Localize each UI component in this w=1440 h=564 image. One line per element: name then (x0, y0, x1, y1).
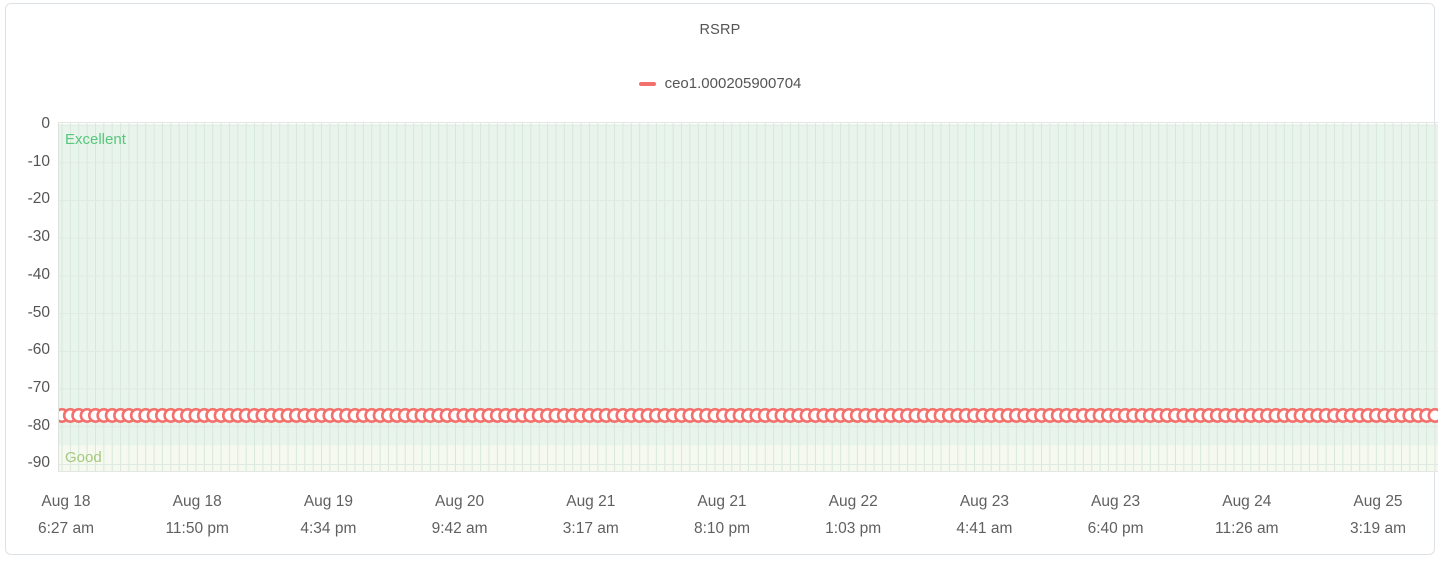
x-tick-label: Aug 18 11:50 pm (165, 488, 228, 542)
x-tick-label: Aug 19 4:34 pm (300, 488, 356, 542)
legend-series-marker (638, 81, 656, 86)
x-tick-date: Aug 18 (172, 493, 222, 510)
x-tick-date: Aug 21 (697, 493, 747, 510)
x-tick-time: 6:27 am (37, 520, 95, 537)
x-tick-label: Aug 18 6:27 am (38, 488, 94, 542)
x-tick-time: 3:19 am (1349, 520, 1407, 537)
x-tick-date: Aug 18 (41, 493, 91, 510)
x-tick-date: Aug 21 (566, 493, 616, 510)
x-tick-date: Aug 23 (959, 493, 1009, 510)
x-tick-date: Aug 23 (1091, 493, 1141, 510)
y-tick-label: -90 (27, 454, 50, 472)
x-tick-time: 8:10 pm (693, 520, 751, 537)
x-tick-label: Aug 25 3:19 am (1350, 488, 1406, 542)
x-tick-label: Aug 23 6:40 pm (1088, 488, 1144, 542)
y-tick-label: -60 (27, 341, 50, 359)
y-tick-label: -10 (27, 152, 50, 170)
x-tick-label: Aug 23 4:41 am (956, 488, 1012, 542)
y-tick-label: -20 (27, 190, 50, 208)
x-tick-date: Aug 25 (1353, 493, 1403, 510)
y-tick-label: -30 (27, 228, 50, 246)
x-tick-date: Aug 20 (435, 493, 485, 510)
data-point[interactable] (1427, 407, 1438, 423)
y-tick-label: 0 (41, 115, 50, 132)
x-tick-time: 9:42 am (431, 520, 488, 537)
x-axis-labels: Aug 18 6:27 am Aug 18 11:50 pm Aug 19 4:34 pm… (6, 4, 1440, 564)
x-tick-date: Aug 24 (1222, 493, 1272, 510)
x-tick-time: 4:41 am (956, 520, 1013, 537)
chart-title: RSRP (699, 22, 741, 38)
x-tick-label: Aug 21 8:10 pm (694, 488, 750, 542)
x-tick-time: 1:03 pm (825, 520, 882, 537)
plot-area: Excellent Good (58, 122, 1438, 472)
legend-item[interactable]: ceo1.000205900704 (6, 75, 1434, 92)
x-tick-time: 3:17 am (562, 520, 619, 537)
x-tick-date: Aug 22 (828, 493, 878, 510)
chart-card: RSRP ceo1.000205900704 0 -10 -20 -30 -40 -50 -… (5, 3, 1438, 555)
plot-svg (59, 123, 1438, 471)
x-tick-label: Aug 21 3:17 am (563, 488, 619, 542)
x-tick-label: Aug 22 1:03 pm (825, 488, 881, 542)
y-axis-labels: 0 -10 -20 -30 -40 -50 -60 -70 -80 -90 (6, 4, 50, 564)
x-tick-label: Aug 20 9:42 am (432, 488, 488, 542)
x-tick-date: Aug 19 (303, 493, 353, 510)
x-tick-time: 11:50 pm (165, 520, 229, 537)
x-tick-time: 11:26 am (1215, 520, 1279, 537)
x-tick-label: Aug 24 11:26 am (1215, 488, 1278, 542)
y-tick-label: -70 (27, 379, 50, 397)
legend-series-label: ceo1.000205900704 (664, 75, 802, 92)
y-tick-label: -50 (27, 303, 50, 321)
y-tick-label: -80 (27, 416, 50, 434)
y-tick-label: -40 (27, 265, 50, 283)
x-tick-time: 4:34 pm (300, 520, 357, 537)
x-tick-time: 6:40 pm (1087, 520, 1144, 537)
